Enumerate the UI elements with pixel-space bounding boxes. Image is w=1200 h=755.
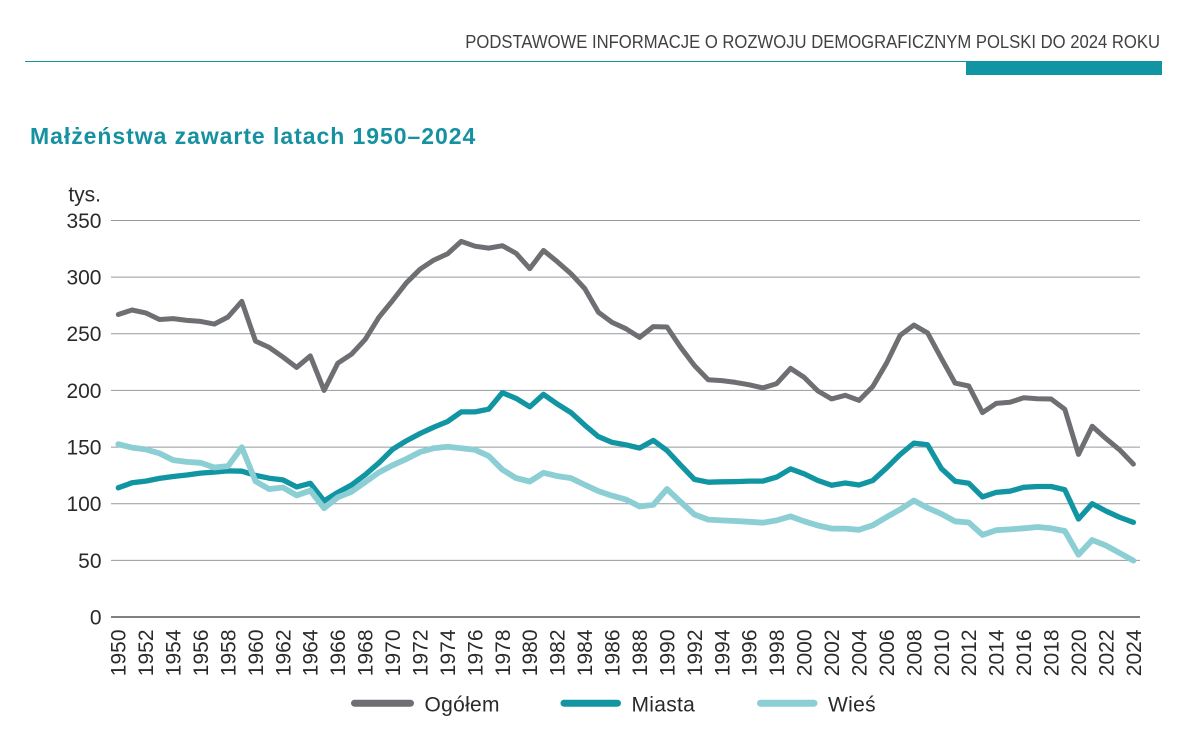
svg-text:1982: 1982 bbox=[547, 630, 570, 677]
svg-text:tys.: tys. bbox=[68, 183, 101, 206]
svg-text:1988: 1988 bbox=[629, 630, 652, 677]
svg-text:1996: 1996 bbox=[739, 630, 762, 677]
svg-text:1992: 1992 bbox=[684, 630, 707, 677]
svg-text:2000: 2000 bbox=[794, 630, 817, 677]
svg-text:2020: 2020 bbox=[1068, 630, 1091, 677]
svg-text:1966: 1966 bbox=[327, 630, 350, 677]
svg-text:1976: 1976 bbox=[464, 630, 487, 677]
svg-text:1970: 1970 bbox=[382, 630, 405, 677]
svg-text:2002: 2002 bbox=[821, 630, 844, 677]
svg-text:350: 350 bbox=[66, 210, 101, 233]
svg-text:100: 100 bbox=[66, 493, 101, 516]
svg-text:1980: 1980 bbox=[519, 630, 542, 677]
svg-text:250: 250 bbox=[66, 323, 101, 346]
svg-text:1968: 1968 bbox=[355, 630, 378, 677]
svg-text:50: 50 bbox=[78, 550, 101, 573]
svg-text:1986: 1986 bbox=[601, 630, 624, 677]
svg-text:2022: 2022 bbox=[1095, 630, 1118, 677]
svg-text:0: 0 bbox=[90, 606, 102, 629]
svg-text:Miasta: Miasta bbox=[632, 693, 696, 716]
svg-text:Wieś: Wieś bbox=[828, 693, 876, 716]
svg-text:200: 200 bbox=[66, 380, 101, 403]
svg-text:1960: 1960 bbox=[245, 630, 268, 677]
svg-text:2014: 2014 bbox=[986, 629, 1009, 676]
svg-text:2010: 2010 bbox=[931, 630, 954, 677]
svg-text:2004: 2004 bbox=[848, 629, 871, 676]
svg-text:1972: 1972 bbox=[409, 630, 432, 677]
svg-text:1958: 1958 bbox=[217, 630, 240, 677]
svg-text:Ogółem: Ogółem bbox=[425, 693, 500, 716]
svg-text:2008: 2008 bbox=[903, 630, 926, 677]
svg-text:1962: 1962 bbox=[272, 630, 295, 677]
svg-text:2016: 2016 bbox=[1013, 630, 1036, 677]
svg-text:1956: 1956 bbox=[190, 630, 213, 677]
svg-text:2018: 2018 bbox=[1040, 630, 1063, 677]
svg-text:300: 300 bbox=[66, 266, 101, 289]
svg-text:1952: 1952 bbox=[135, 630, 158, 677]
svg-text:1984: 1984 bbox=[574, 629, 597, 676]
svg-text:2024: 2024 bbox=[1123, 629, 1146, 676]
svg-text:1994: 1994 bbox=[711, 629, 734, 676]
svg-text:1990: 1990 bbox=[656, 630, 679, 677]
svg-text:2006: 2006 bbox=[876, 630, 899, 677]
svg-text:1964: 1964 bbox=[300, 629, 323, 676]
svg-text:1950: 1950 bbox=[108, 630, 131, 677]
svg-text:1978: 1978 bbox=[492, 630, 515, 677]
svg-text:150: 150 bbox=[66, 436, 101, 459]
svg-text:1974: 1974 bbox=[437, 629, 460, 676]
svg-text:2012: 2012 bbox=[958, 630, 981, 677]
svg-text:1954: 1954 bbox=[163, 629, 186, 676]
svg-text:1998: 1998 bbox=[766, 630, 789, 677]
